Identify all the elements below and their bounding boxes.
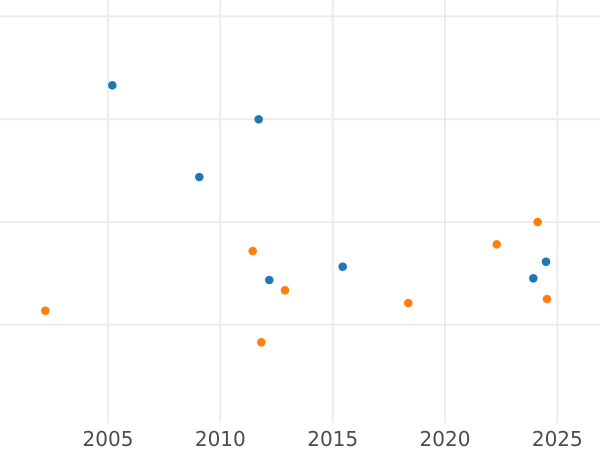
data-point-orange-series xyxy=(280,286,290,295)
data-point-orange-series xyxy=(533,217,542,227)
x-tick-label: 2015 xyxy=(307,427,358,450)
data-point-orange-series xyxy=(492,240,502,249)
data-point-blue-series xyxy=(195,172,204,182)
x-tick-label: 2025 xyxy=(532,427,583,450)
data-point-blue-series xyxy=(108,81,117,90)
data-point-orange-series xyxy=(41,306,50,316)
data-point-orange-series xyxy=(542,294,552,304)
data-point-orange-series xyxy=(248,246,257,256)
x-tick-label: 2010 xyxy=(195,427,246,450)
data-point-blue-series xyxy=(338,262,348,272)
data-point-blue-series xyxy=(265,275,274,285)
data-point-blue-series xyxy=(529,274,538,283)
x-tick-label: 2020 xyxy=(420,427,471,450)
data-point-blue-series xyxy=(254,115,263,124)
x-tick-label: 2005 xyxy=(83,427,134,450)
data-point-orange-series xyxy=(257,338,266,347)
data-point-blue-series xyxy=(541,257,551,267)
data-point-orange-series xyxy=(404,298,413,308)
